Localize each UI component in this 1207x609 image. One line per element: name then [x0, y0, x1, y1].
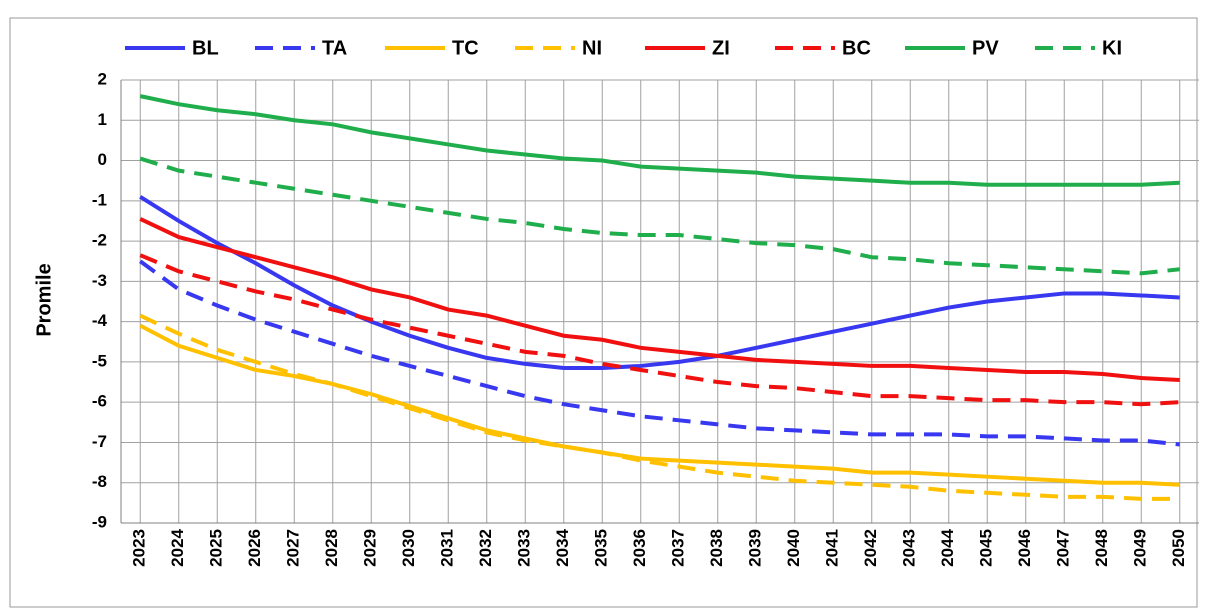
legend-label: NI: [582, 37, 602, 59]
x-tick-label: 2031: [438, 529, 457, 567]
legend-label: TA: [322, 37, 347, 59]
x-tick-label: 2044: [938, 528, 957, 566]
x-tick-label: 2027: [284, 529, 303, 567]
y-tick-label: -5: [92, 351, 107, 370]
series-line: [139, 253, 1180, 407]
y-tick-label: -2: [92, 231, 107, 250]
legend-label: PV: [972, 37, 999, 59]
x-tick-label: 2032: [476, 529, 495, 567]
x-tick-label: 2046: [1015, 529, 1034, 567]
series-line: [139, 259, 1180, 447]
x-tick-label: 2045: [977, 529, 996, 567]
legend-label: ZI: [712, 37, 730, 59]
y-tick-label: -3: [92, 271, 107, 290]
series-line: [139, 195, 1180, 370]
y-tick-label: -1: [92, 190, 107, 209]
x-tick-label: 2040: [784, 529, 803, 567]
x-tick-label: 2036: [630, 529, 649, 567]
x-tick-label: 2035: [592, 529, 611, 567]
x-tick-label: 2042: [861, 529, 880, 567]
x-tick-label: 2030: [399, 529, 418, 567]
x-tick-label: 2026: [245, 529, 264, 567]
x-tick-label: 2050: [1169, 529, 1188, 567]
y-tick-label: -4: [92, 311, 108, 330]
y-tick-label: -6: [92, 392, 107, 411]
y-tick-label: 2: [98, 69, 107, 88]
x-tick-label: 2041: [823, 529, 842, 567]
x-tick-label: 2025: [207, 529, 226, 567]
x-tick-label: 2049: [1131, 529, 1150, 567]
chart-border: [9, 17, 1198, 608]
x-tick-label: 2038: [707, 529, 726, 567]
x-tick-label: 2024: [168, 528, 187, 566]
x-tick-label: 2043: [900, 529, 919, 567]
legend-label: KI: [1102, 37, 1122, 59]
series-line: [139, 313, 1180, 501]
x-tick-label: 2034: [553, 528, 572, 566]
y-tick-label: -7: [92, 432, 107, 451]
x-tick-label: 2029: [361, 529, 380, 567]
y-tick-label: 0: [98, 150, 107, 169]
y-tick-label: 1: [98, 110, 107, 129]
x-tick-label: 2048: [1092, 529, 1111, 567]
y-tick-label: -8: [92, 472, 107, 491]
x-tick-label: 2037: [669, 529, 688, 567]
x-tick-label: 2047: [1054, 529, 1073, 567]
series-line: [139, 156, 1180, 276]
x-tick-label: 2028: [322, 529, 341, 567]
y-tick-label: -9: [92, 512, 107, 531]
legend-label: BL: [192, 37, 219, 59]
x-tick-label: 2023: [130, 529, 149, 567]
x-tick-label: 2033: [515, 529, 534, 567]
x-tick-label: 2039: [746, 529, 765, 567]
y-axis-label: Promile: [33, 263, 55, 336]
series-line: [139, 94, 1180, 187]
series-line: [139, 217, 1180, 383]
legend-label: TC: [452, 37, 479, 59]
legend-label: BC: [842, 37, 871, 59]
